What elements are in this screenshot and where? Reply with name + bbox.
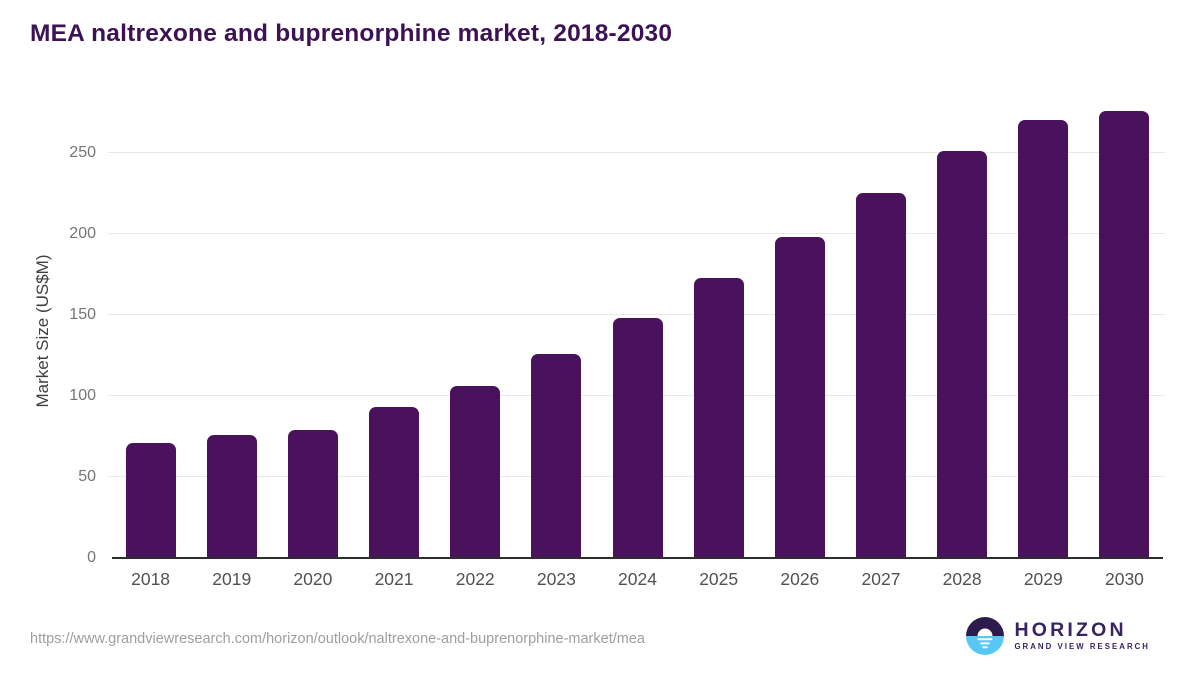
bar-slot-2019 <box>191 104 272 558</box>
x-tick-label-2026: 2026 <box>780 569 820 589</box>
x-tick-label-2028: 2028 <box>942 569 982 589</box>
logo-text: HORIZON GRAND VIEW RESEARCH <box>1014 618 1150 652</box>
x-tick-label-2029: 2029 <box>1023 569 1063 589</box>
page-title: MEA naltrexone and buprenorphine market,… <box>30 20 673 47</box>
logo-subtitle: GRAND VIEW RESEARCH <box>1014 642 1150 652</box>
x-tick-label-2018: 2018 <box>131 569 171 589</box>
y-tick-label-100: 100 <box>69 386 96 404</box>
x-tick-labels: 2018 2019 2020 2021 2022 2023 2024 2025 2026 2027… <box>110 569 1165 590</box>
gridline-150 <box>108 313 1165 315</box>
x-tick-label-2023: 2023 <box>536 569 576 589</box>
y-tick-label-200: 200 <box>69 224 96 242</box>
bar-slot-2026 <box>759 104 840 558</box>
bar-2019[interactable] <box>206 434 257 558</box>
bar-2030[interactable] <box>1099 110 1150 558</box>
bar-slot-2027 <box>840 104 921 558</box>
x-tick-label-2020: 2020 <box>293 569 333 589</box>
x-tick-label-2022: 2022 <box>455 569 495 589</box>
bar-2022[interactable] <box>450 386 501 558</box>
bar-2020[interactable] <box>287 429 338 558</box>
y-tick-label-50: 50 <box>78 467 96 485</box>
bars-container <box>110 104 1165 558</box>
bar-2024[interactable] <box>612 318 663 558</box>
bar-slot-2023 <box>516 104 597 558</box>
x-tick-label-2021: 2021 <box>374 569 414 589</box>
bar-slot-2020 <box>272 104 353 558</box>
plot-area: 0 50 100 150 200 250 2018 2019 2020 2021 2022 2023… <box>69 104 1165 589</box>
bar-2023[interactable] <box>531 353 582 558</box>
bar-slot-2018 <box>110 104 191 558</box>
y-tick-label-250: 250 <box>69 143 96 161</box>
bar-2018[interactable] <box>125 442 176 558</box>
bar-2025[interactable] <box>693 277 744 558</box>
bar-slot-2021 <box>353 104 434 558</box>
bar-2021[interactable] <box>369 407 420 558</box>
x-tick-label-2025: 2025 <box>699 569 739 589</box>
bar-slot-2028 <box>922 104 1003 558</box>
y-axis-title: Market Size (US$M) <box>33 254 52 408</box>
bar-2027[interactable] <box>855 193 906 558</box>
x-tick-label-2024: 2024 <box>618 569 657 589</box>
bar-slot-2022 <box>435 104 516 558</box>
horizon-logo[interactable]: HORIZON GRAND VIEW RESEARCH <box>966 617 1150 655</box>
source-url: https://www.grandviewresearch.com/horizo… <box>30 631 645 647</box>
bar-2028[interactable] <box>937 151 988 558</box>
x-tick-label-2027: 2027 <box>861 569 901 589</box>
x-axis-line <box>112 557 1163 559</box>
logo-name: HORIZON <box>1014 618 1127 641</box>
bar-2029[interactable] <box>1018 120 1069 558</box>
y-tick-label-0: 0 <box>87 549 96 566</box>
sunset-circle-icon <box>966 617 1005 655</box>
bar-slot-2024 <box>597 104 678 558</box>
gridline-200 <box>108 232 1165 234</box>
bar-slot-2029 <box>1003 104 1084 558</box>
bar-2026[interactable] <box>774 236 825 558</box>
y-tick-label-150: 150 <box>69 305 96 323</box>
bar-slot-2025 <box>678 104 759 558</box>
x-tick-label-2019: 2019 <box>212 569 252 589</box>
gridline-250 <box>108 151 1165 153</box>
bar-slot-2030 <box>1084 104 1165 558</box>
x-tick-label-2030: 2030 <box>1104 569 1144 589</box>
